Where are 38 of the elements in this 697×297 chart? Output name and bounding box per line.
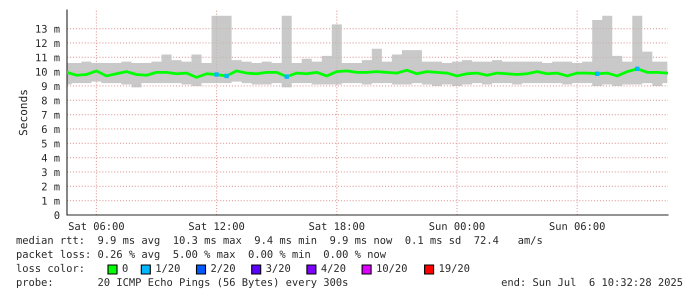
y-tick-label: 11 m — [36, 54, 60, 62]
x-tick-label: Sat 12:00 — [189, 222, 244, 230]
text: packet loss: 0.26 % avg 5.00 % max 0.00 % min 0.00 % now — [16, 250, 386, 260]
y-tick-label: 10 m — [36, 68, 60, 76]
text: probe: 20 ICMP Echo Pings (56 Bytes) every 300s — [16, 278, 348, 288]
point — [635, 66, 640, 71]
y-tick-label: 1 m — [42, 197, 60, 205]
y-tick-label: 2 m — [42, 182, 60, 190]
legend-label: 10/20 — [377, 264, 407, 273]
legend-label: 19/20 — [440, 264, 470, 273]
point — [284, 74, 289, 79]
x-tick-label: Sun 06:00 — [550, 222, 605, 230]
point — [224, 74, 229, 78]
y-tick-label: 13 m — [36, 24, 60, 33]
text: median rtt: 9.9 ms avg 10.3 ms max 9.4 ms min 9.9 ms now 0.1 ms sd 72.4 am/s — [16, 236, 542, 246]
x-tick-label: Sun 00:00 — [429, 222, 485, 230]
x-tick-label: Sat 18:00 — [309, 222, 364, 230]
y-tick-label: 5 m — [42, 140, 60, 148]
y-tick-label: 3 m — [42, 168, 60, 176]
y-tick-label: 8 m — [42, 96, 60, 104]
y-tick-label: 7 m — [42, 111, 60, 119]
y-tick-label: 4 m — [42, 154, 60, 162]
y-tick-label: 6 m — [42, 125, 60, 134]
text: end: Sun Jul 6 10:32:28 2025 — [502, 278, 682, 286]
legend-label: 0 — [122, 264, 128, 272]
y-tick-label: 0 — [54, 211, 60, 220]
point — [214, 72, 219, 77]
line-series — [67, 67, 668, 79]
legend-label: 1/20 — [156, 264, 180, 273]
y-tick-label: 12 m — [36, 39, 60, 47]
legend-label: 2/20 — [211, 264, 235, 273]
legend-label: 3/20 — [266, 264, 290, 273]
y-tick-label: 9 m — [42, 82, 60, 90]
legend-title: loss color: — [16, 264, 82, 272]
legend-label: 4/20 — [321, 264, 346, 273]
point — [595, 72, 600, 76]
y-axis-title: Seconds — [18, 90, 28, 136]
x-tick-label: Sat 06:00 — [68, 222, 124, 230]
